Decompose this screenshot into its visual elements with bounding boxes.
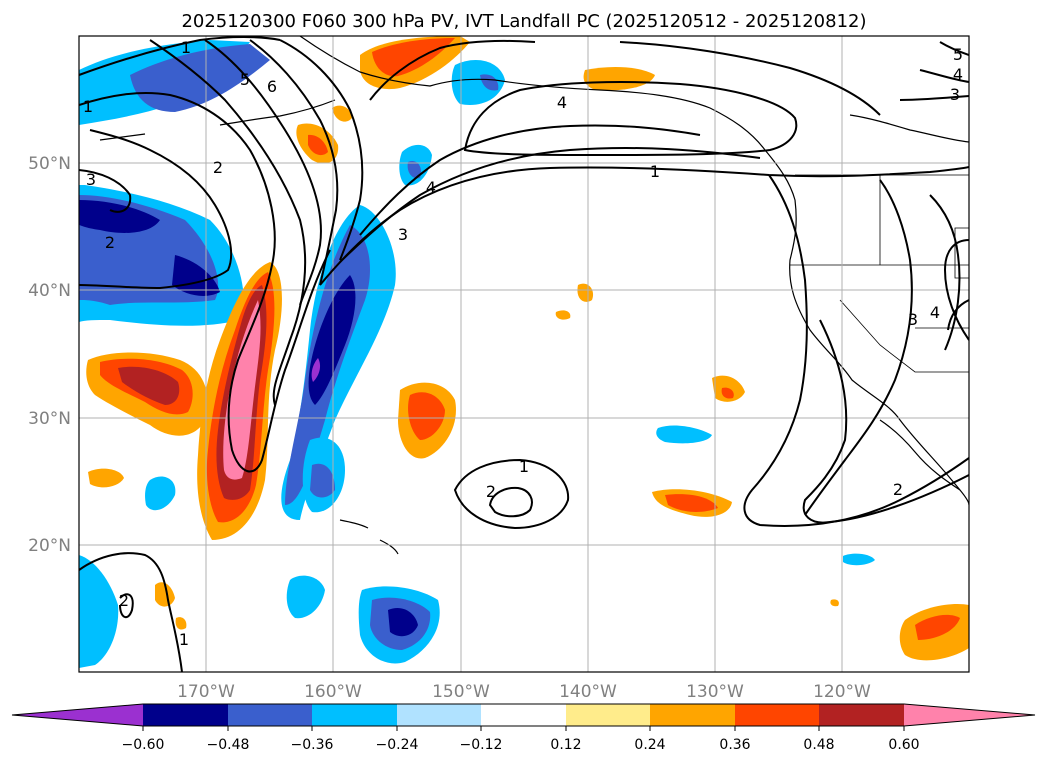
gridlines (79, 36, 969, 672)
colorbar-segment (312, 704, 397, 726)
contour-label: 4 (426, 178, 436, 197)
colorbar-segment (566, 704, 650, 726)
colorbar-segment (819, 704, 904, 726)
lat-tick-label: 50°N (28, 154, 71, 174)
contour-label: 1 (519, 457, 529, 476)
colorbar-tick-label: 0.60 (888, 737, 919, 753)
colorbar-tick-label: 0.24 (634, 737, 665, 753)
contour-label: 6 (267, 77, 277, 96)
lat-tick-label: 20°N (28, 536, 71, 556)
map-panel: 1 5 6 2 3 2 4 3 4 1 5 4 3 1 2 3 4 2 2 1 … (79, 36, 969, 672)
contour-label: 5 (953, 45, 963, 64)
colorbar-tick-label: 0.48 (803, 737, 834, 753)
colorbar-tick-label: −0.12 (460, 737, 503, 753)
pv-shading (79, 36, 969, 668)
contour-label: 2 (486, 482, 496, 501)
contour-label: 2 (105, 233, 115, 252)
contour-label: 2 (893, 480, 903, 499)
contour-label: 4 (930, 303, 940, 322)
contour-label: 1 (650, 162, 660, 181)
lon-tick-label: 170°W (177, 682, 235, 702)
contour-label: 3 (398, 225, 408, 244)
lat-tick-label: 30°N (28, 409, 71, 429)
contour-label: 3 (908, 310, 918, 329)
contour-label: 3 (950, 85, 960, 104)
colorbar-segment (650, 704, 735, 726)
contour-label: 4 (953, 65, 963, 84)
contour-labels: 1 5 6 2 3 2 4 3 4 1 5 4 3 1 2 3 4 2 2 1 … (83, 38, 963, 649)
map-title: 2025120300 F060 300 hPa PV, IVT Landfall… (181, 11, 866, 32)
colorbar-tick-label: 0.36 (719, 737, 750, 753)
pv-contours (79, 36, 969, 672)
colorbar-tick-label: −0.24 (376, 737, 419, 753)
colorbar-tick-label: −0.60 (122, 737, 165, 753)
colorbar-ticks (142, 726, 905, 731)
colorbar-segment (397, 704, 481, 726)
colorbar-tick-label: 0.12 (550, 737, 581, 753)
lat-tick-labels: 50°N 40°N 30°N 20°N (28, 154, 71, 556)
contour-label: 4 (557, 93, 567, 112)
contour-label: 2 (213, 158, 223, 177)
lon-tick-label: 160°W (304, 682, 362, 702)
coastlines (99, 36, 969, 555)
colorbar-segment (143, 704, 228, 726)
lon-tick-label: 150°W (432, 682, 490, 702)
colorbar-extend-max (904, 704, 1035, 726)
colorbar-extend-min (12, 704, 143, 726)
lon-tick-label: 140°W (559, 682, 617, 702)
contour-label: 1 (179, 630, 189, 649)
lon-tick-labels: 170°W 160°W 150°W 140°W 130°W 120°W (177, 682, 871, 702)
colorbar-tick-label: −0.36 (291, 737, 334, 753)
colorbar-segment (481, 704, 566, 726)
map-frame (78, 35, 970, 673)
contour-label: 1 (181, 38, 191, 57)
contour-label: 2 (119, 591, 129, 610)
lon-tick-label: 130°W (686, 682, 744, 702)
colorbar-segment (735, 704, 819, 726)
contour-label: 1 (83, 97, 93, 116)
contour-label: 5 (240, 70, 250, 89)
colorbar-segment (228, 704, 312, 726)
colorbar: −0.60 −0.48 −0.36 −0.24 −0.12 0.12 0.24 … (11, 703, 1036, 753)
colorbar-tick-label: −0.48 (207, 737, 250, 753)
lon-tick-label: 120°W (813, 682, 871, 702)
lat-tick-label: 40°N (28, 281, 71, 301)
contour-label: 3 (86, 170, 96, 189)
